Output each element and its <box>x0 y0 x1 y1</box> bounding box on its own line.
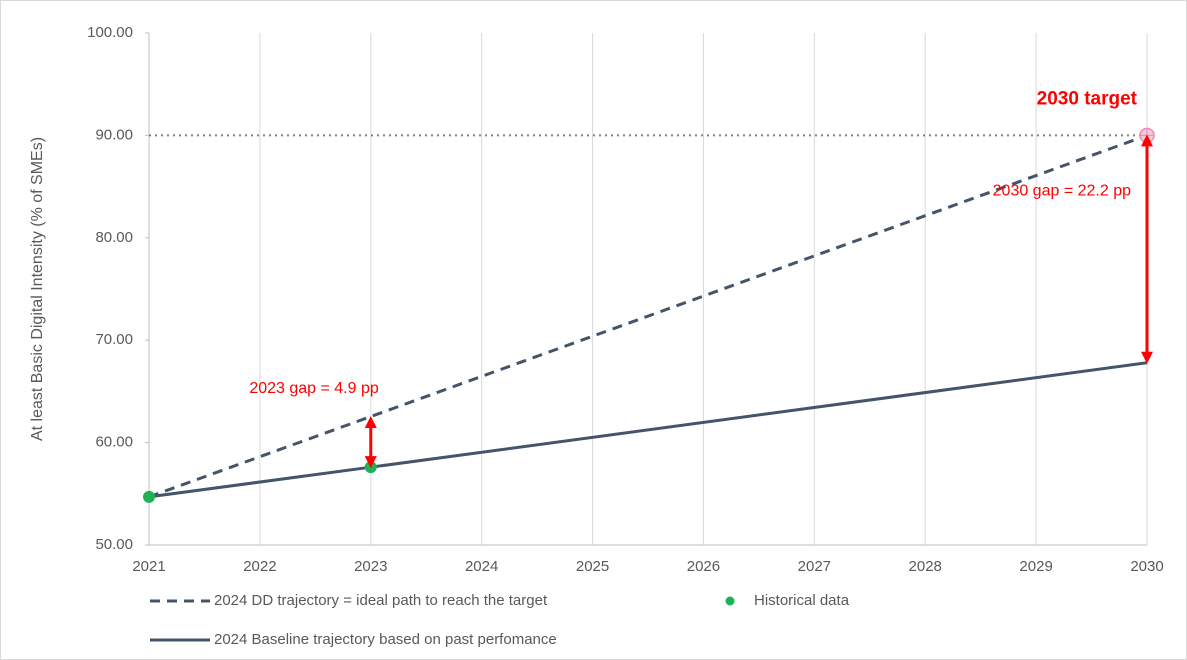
x-tick-label: 2027 <box>798 558 831 575</box>
y-tick-label: 100.00 <box>87 24 133 41</box>
x-tick-label: 2023 <box>354 558 387 575</box>
y-tick-label: 60.00 <box>95 434 133 451</box>
x-tick-label: 2025 <box>576 558 609 575</box>
x-tick-label: 2021 <box>132 558 165 575</box>
series-line <box>148 133 1148 499</box>
legend-label: 2024 DD trajectory = ideal path to reach… <box>214 592 548 609</box>
x-tick-label: 2029 <box>1019 558 1052 575</box>
y-axis-label: At least Basic Digital Intensity (% of S… <box>29 137 46 441</box>
legend-label: Historical data <box>754 592 850 609</box>
x-tick-label: 2024 <box>465 558 498 575</box>
x-tick-label: 2022 <box>243 558 276 575</box>
target-label: 2030 target <box>1037 88 1138 109</box>
x-tick-label: 2026 <box>687 558 720 575</box>
y-tick-label: 50.00 <box>95 536 133 553</box>
legend-label: 2024 Baseline trajectory based on past p… <box>214 631 557 648</box>
data-point <box>143 490 155 503</box>
y-tick-label: 90.00 <box>95 126 133 143</box>
gap-label: 2023 gap = 4.9 pp <box>249 380 379 397</box>
y-tick-label: 70.00 <box>95 331 133 348</box>
x-tick-label: 2030 <box>1130 558 1163 575</box>
gap-label: 2030 gap = 22.2 pp <box>993 182 1131 199</box>
y-tick-label: 80.00 <box>95 229 133 246</box>
x-tick-label: 2028 <box>909 558 942 575</box>
legend-swatch <box>725 596 735 606</box>
data-point <box>364 461 377 474</box>
